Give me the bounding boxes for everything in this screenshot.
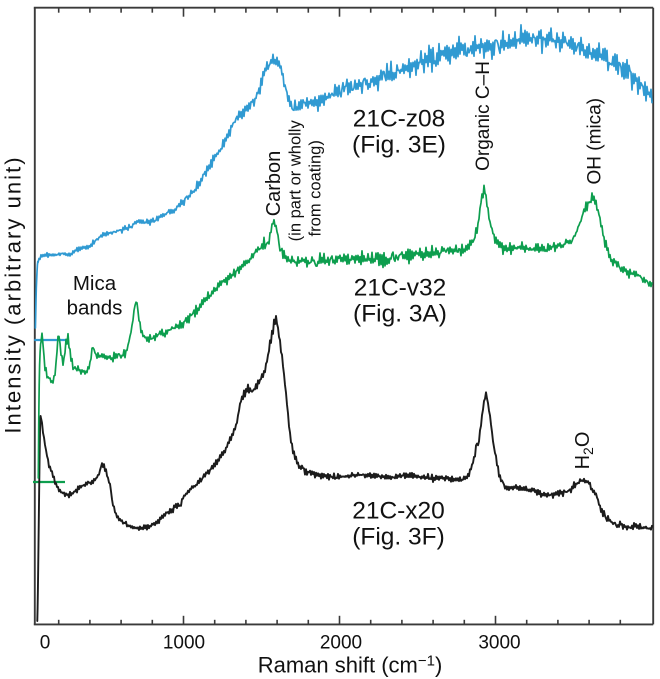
svg-text:(Fig. 3A): (Fig. 3A) <box>353 301 447 328</box>
svg-text:Mica: Mica <box>73 272 117 295</box>
svg-text:0: 0 <box>40 633 51 654</box>
svg-text:Organic C–H: Organic C–H <box>473 61 494 171</box>
svg-text:(Fig. 3E): (Fig. 3E) <box>352 132 446 159</box>
svg-text:Raman shift (cm−1): Raman shift (cm−1) <box>258 653 443 678</box>
svg-text:from coating): from coating) <box>307 140 325 236</box>
svg-text:bands: bands <box>67 297 123 320</box>
svg-text:21C-v32: 21C-v32 <box>354 275 447 302</box>
svg-text:1000: 1000 <box>163 633 205 654</box>
svg-text:Carbon: Carbon <box>263 151 285 217</box>
svg-text:21C-z08: 21C-z08 <box>353 105 446 132</box>
svg-text:Intensity (arbitrary unit): Intensity (arbitrary unit) <box>1 155 26 433</box>
svg-text:(in part or wholly: (in part or wholly <box>287 120 305 242</box>
svg-text:3000: 3000 <box>478 633 520 654</box>
svg-text:(Fig. 3F): (Fig. 3F) <box>352 524 445 551</box>
svg-text:21C-x20: 21C-x20 <box>352 498 445 525</box>
svg-text:OH (mica): OH (mica) <box>585 98 606 185</box>
svg-text:2000: 2000 <box>320 633 362 654</box>
